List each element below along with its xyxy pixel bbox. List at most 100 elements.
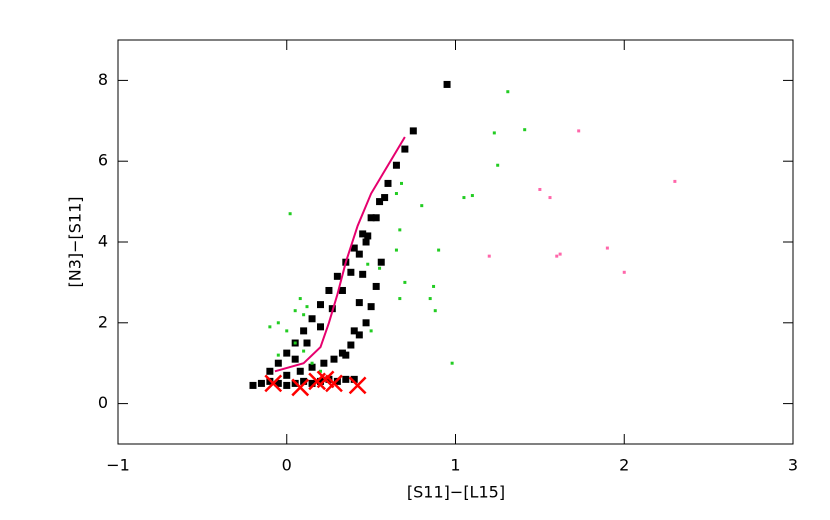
point xyxy=(249,381,257,389)
point xyxy=(622,270,626,274)
point xyxy=(367,214,375,222)
point xyxy=(300,377,308,385)
point xyxy=(394,192,398,196)
y-axis-label: [N3]−[S11] xyxy=(66,196,85,287)
point xyxy=(342,375,350,383)
point xyxy=(283,371,291,379)
point xyxy=(320,359,328,367)
point xyxy=(555,254,559,258)
x-tick-label: 2 xyxy=(619,456,629,475)
point xyxy=(317,301,324,309)
point xyxy=(350,375,358,383)
point xyxy=(433,309,437,313)
point xyxy=(288,212,292,216)
point xyxy=(362,319,370,327)
point xyxy=(378,266,382,270)
point xyxy=(420,204,424,208)
point xyxy=(310,361,314,365)
point xyxy=(274,379,282,387)
point xyxy=(302,313,306,317)
point xyxy=(392,161,400,169)
point xyxy=(308,315,316,323)
point xyxy=(577,129,581,133)
point xyxy=(266,367,274,375)
x-tick-label: −1 xyxy=(106,456,130,475)
point xyxy=(487,254,491,258)
point xyxy=(355,331,363,339)
point xyxy=(283,381,291,389)
point xyxy=(496,163,500,167)
point xyxy=(350,244,358,252)
point xyxy=(319,369,322,373)
point xyxy=(347,341,355,349)
point xyxy=(372,214,380,222)
point xyxy=(450,361,454,365)
y-tick-label: 8 xyxy=(98,70,108,89)
y-tick-label: 4 xyxy=(98,232,108,251)
point xyxy=(325,286,333,294)
point xyxy=(432,284,436,288)
point xyxy=(558,252,562,256)
point xyxy=(492,131,496,135)
point xyxy=(437,248,441,252)
point xyxy=(364,232,372,240)
point xyxy=(276,353,280,357)
point xyxy=(293,309,297,313)
point xyxy=(268,325,272,329)
x-marker xyxy=(316,370,335,389)
y-tick-label: 2 xyxy=(98,312,108,331)
point xyxy=(305,305,309,309)
point xyxy=(283,349,291,357)
point xyxy=(274,359,282,367)
x-marker xyxy=(264,374,283,393)
point xyxy=(369,329,373,333)
point xyxy=(506,90,510,94)
point xyxy=(470,194,474,198)
x-marker xyxy=(325,374,343,393)
point xyxy=(605,246,609,250)
point xyxy=(428,297,432,301)
point xyxy=(308,379,316,387)
point xyxy=(347,268,355,276)
x-tick-label: 3 xyxy=(788,456,798,475)
x-marker xyxy=(348,376,367,395)
point xyxy=(673,179,677,183)
point xyxy=(276,321,280,325)
point xyxy=(359,270,367,278)
point xyxy=(372,282,380,290)
point xyxy=(366,262,370,266)
point xyxy=(338,286,346,294)
point xyxy=(302,349,306,353)
point xyxy=(298,297,302,301)
point xyxy=(317,377,324,385)
x-tick-label: 0 xyxy=(282,456,292,475)
x-axis-label: [S11]−[L15] xyxy=(407,483,505,502)
point xyxy=(523,128,527,132)
point xyxy=(317,323,324,331)
point xyxy=(303,339,311,347)
plot-frame xyxy=(117,39,794,445)
point xyxy=(342,351,350,359)
point xyxy=(308,363,316,371)
point xyxy=(443,80,451,88)
point xyxy=(296,367,304,375)
point xyxy=(362,238,370,246)
point xyxy=(359,230,367,238)
point xyxy=(398,297,402,301)
point xyxy=(330,355,338,363)
point xyxy=(400,181,403,185)
curve xyxy=(274,136,406,373)
point xyxy=(293,341,297,345)
point xyxy=(384,179,392,187)
point xyxy=(403,280,407,284)
point xyxy=(291,355,299,363)
point xyxy=(257,379,265,387)
y-tick-label: 0 xyxy=(98,393,108,412)
point xyxy=(377,258,385,266)
y-tick-label: 6 xyxy=(98,151,108,170)
point xyxy=(367,303,375,311)
point xyxy=(300,327,308,335)
point xyxy=(285,329,289,333)
